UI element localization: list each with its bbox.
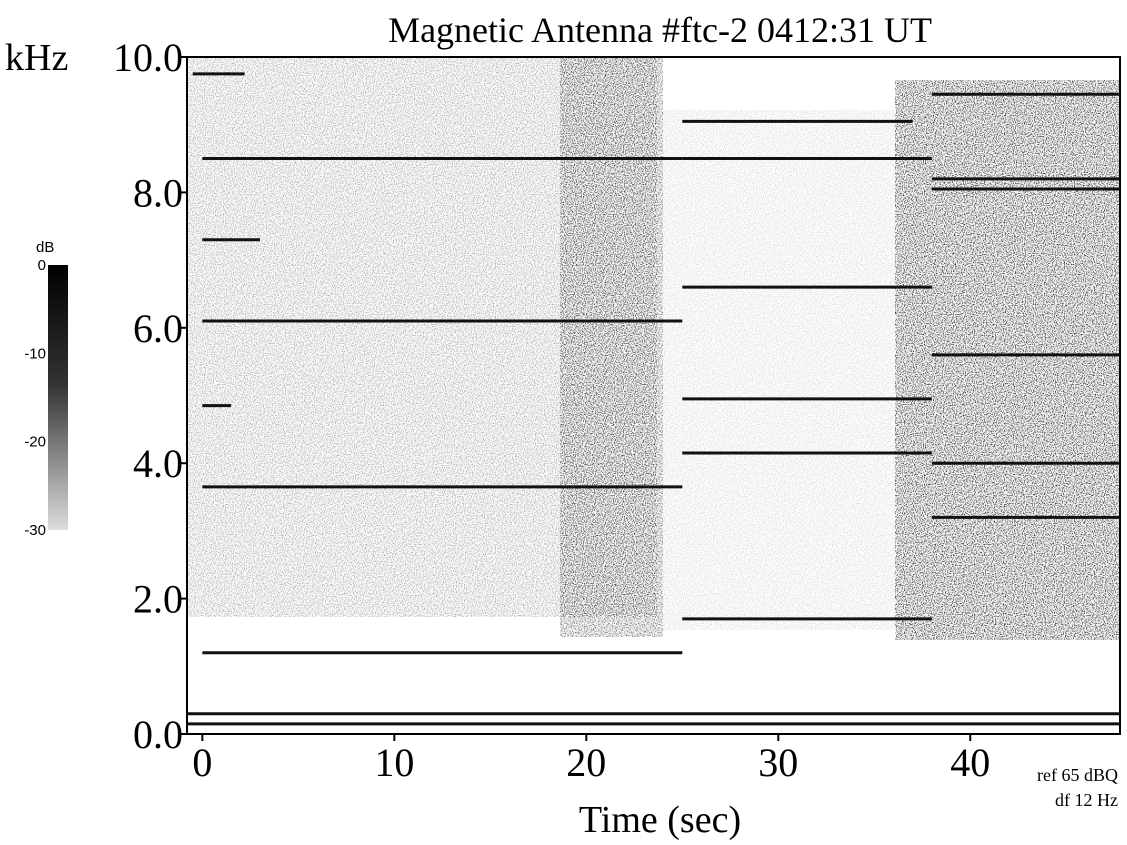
y-tick-label: 10.0	[113, 35, 183, 80]
y-tick-label: 0.0	[133, 712, 183, 757]
annotation: ref 65 dBQ	[1037, 765, 1118, 785]
noise-region	[663, 110, 895, 630]
noise-region	[895, 80, 1120, 640]
x-tick-label: 10	[374, 740, 414, 785]
y-tick-label: 6.0	[133, 306, 183, 351]
colorbar-tick-label: 0	[38, 257, 46, 274]
y-axis-label: kHz	[5, 37, 68, 79]
x-tick-label: 20	[566, 740, 606, 785]
colorbar-tick-label: -10	[24, 345, 46, 362]
annotation: df 12 Hz	[1055, 790, 1118, 810]
noise-region	[560, 57, 663, 637]
x-tick-label: 0	[192, 740, 212, 785]
x-tick-label: 30	[758, 740, 798, 785]
plot-frame	[186, 56, 1121, 735]
x-axis-label: Time (sec)	[579, 799, 741, 841]
colorbar-tick-label: -20	[24, 434, 46, 451]
noise-texture	[187, 57, 1120, 640]
y-tick-label: 2.0	[133, 577, 183, 622]
colorbar-label: dB	[36, 239, 54, 256]
x-tick-label: 40	[950, 740, 990, 785]
colorbar	[48, 265, 68, 530]
chart-title: Magnetic Antenna #ftc-2 0412:31 UT	[388, 10, 932, 50]
colorbar-tick-label: -30	[24, 522, 46, 539]
y-tick-label: 4.0	[133, 441, 183, 486]
y-tick-label: 8.0	[133, 170, 183, 215]
